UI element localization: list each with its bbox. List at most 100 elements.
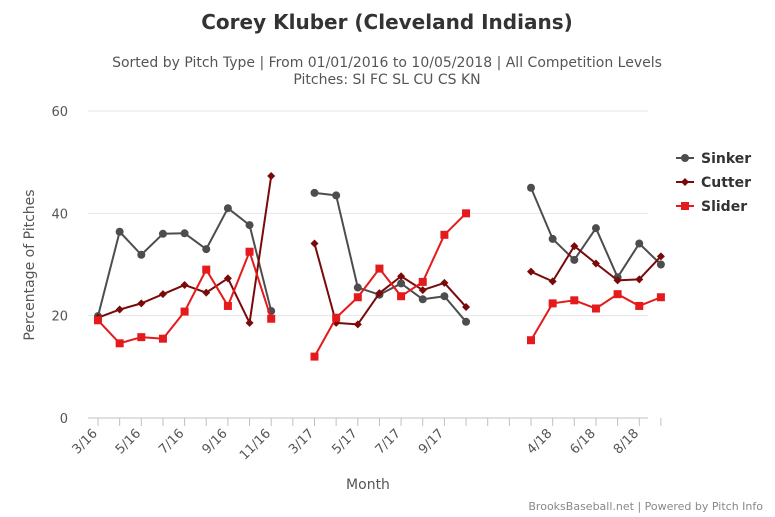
sinker-point[interactable] — [548, 234, 557, 243]
sinker-point[interactable] — [332, 191, 341, 200]
cutter-point[interactable] — [548, 277, 557, 286]
cutter-point[interactable] — [527, 267, 535, 276]
chart-pitches-subtitle: Pitches: SI FC SL CU CS KN — [293, 72, 480, 88]
cutter-point[interactable] — [656, 252, 665, 261]
cutter-point[interactable] — [223, 274, 232, 283]
x-tick-label: 8/18 — [611, 426, 642, 457]
legend-marker[interactable] — [681, 202, 689, 210]
x-tick-label: 5/16 — [113, 426, 144, 457]
cutter-point[interactable] — [310, 239, 319, 248]
sinker-point[interactable] — [418, 295, 427, 304]
slider-point[interactable] — [353, 293, 362, 302]
slider-point[interactable] — [591, 304, 600, 313]
slider-point[interactable] — [635, 301, 644, 310]
slider-point[interactable] — [223, 301, 232, 310]
sinker-point[interactable] — [635, 239, 644, 248]
slider-point[interactable] — [332, 313, 341, 322]
cutter-point[interactable] — [158, 290, 167, 299]
sinker-point[interactable] — [137, 250, 146, 259]
plot-area — [94, 171, 665, 361]
sinker-point[interactable] — [656, 260, 665, 269]
slider-point[interactable] — [527, 336, 535, 345]
slider-point[interactable] — [613, 290, 622, 299]
slider-point[interactable] — [310, 352, 319, 361]
y-tick-label: 0 — [60, 412, 68, 427]
sinker-line — [313, 191, 468, 323]
sinker-point[interactable] — [591, 224, 600, 233]
cutter-point[interactable] — [418, 286, 427, 295]
x-axis-title: Month — [346, 477, 390, 493]
slider-series — [94, 209, 665, 361]
cutter-point[interactable] — [591, 259, 600, 268]
x-tick-label: 7/16 — [156, 426, 187, 457]
sinker-point[interactable] — [115, 227, 124, 236]
slider-point[interactable] — [158, 334, 167, 343]
cutter-point[interactable] — [635, 275, 644, 284]
credits-text[interactable]: BrooksBaseball.net | Powered by Pitch In… — [528, 500, 763, 513]
sinker-point[interactable] — [462, 317, 471, 326]
slider-point[interactable] — [462, 209, 471, 218]
cutter-point[interactable] — [137, 299, 146, 308]
cutter-point[interactable] — [375, 289, 384, 298]
slider-point[interactable] — [440, 230, 449, 239]
cutter-point[interactable] — [440, 278, 449, 287]
sinker-point[interactable] — [570, 255, 579, 264]
legend-item-slider[interactable]: Slider — [676, 199, 747, 215]
slider-point[interactable] — [115, 339, 124, 348]
sinker-point[interactable] — [310, 188, 319, 197]
cutter-point[interactable] — [570, 242, 579, 251]
x-tick-label: 3/17 — [286, 426, 317, 457]
y-tick-label: 40 — [51, 207, 68, 222]
legend-item-sinker[interactable]: Sinker — [676, 151, 751, 167]
slider-point[interactable] — [418, 277, 427, 286]
legend-item-cutter[interactable]: Cutter — [676, 175, 751, 191]
x-tick-label: 6/18 — [568, 426, 599, 457]
slider-point[interactable] — [137, 333, 146, 342]
slider-point[interactable] — [397, 292, 406, 301]
cutter-point[interactable] — [180, 280, 189, 289]
cutter-point[interactable] — [245, 318, 254, 327]
slider-point[interactable] — [375, 264, 384, 273]
y-tick-label: 20 — [51, 310, 68, 325]
slider-line — [97, 250, 273, 345]
cutter-point[interactable] — [202, 288, 211, 297]
x-axis: 3/16 5/16 7/16 9/16 11/16 3/17 5/17 7/17 9/17 4/1… — [70, 418, 662, 463]
slider-point[interactable] — [180, 307, 189, 316]
slider-point[interactable] — [656, 293, 665, 302]
sinker-point[interactable] — [202, 245, 211, 254]
legend-label: Slider — [701, 199, 747, 215]
sinker-point[interactable] — [158, 229, 167, 238]
cutter-line — [97, 174, 273, 324]
sinker-point[interactable] — [353, 283, 362, 292]
cutter-point[interactable] — [462, 302, 471, 311]
sinker-point[interactable] — [223, 204, 232, 213]
legend-marker[interactable] — [681, 178, 689, 186]
x-tick-label: 5/17 — [329, 426, 360, 457]
cutter-point[interactable] — [353, 320, 362, 329]
sinker-point[interactable] — [527, 183, 535, 192]
slider-point[interactable] — [245, 247, 254, 256]
slider-point[interactable] — [202, 265, 211, 274]
sinker-series — [94, 183, 665, 326]
x-tick-label: 3/16 — [70, 426, 101, 457]
slider-point[interactable] — [94, 316, 102, 325]
slider-point[interactable] — [570, 296, 579, 305]
slider-point[interactable] — [267, 314, 276, 323]
x-tick-label: 4/18 — [524, 426, 555, 457]
legend[interactable]: Sinker Cutter Slider — [676, 151, 751, 215]
legend-marker[interactable] — [681, 154, 689, 162]
sinker-point[interactable] — [245, 221, 254, 230]
cutter-point[interactable] — [115, 305, 124, 314]
y-axis-ticks: 0 20 40 60 — [51, 105, 68, 427]
sinker-point[interactable] — [397, 279, 406, 288]
cutter-point[interactable] — [267, 171, 276, 180]
sinker-point[interactable] — [180, 229, 189, 238]
chart-subtitle: Sorted by Pitch Type | From 01/01/2016 t… — [112, 55, 662, 71]
cutter-point[interactable] — [397, 272, 406, 281]
cutter-point[interactable] — [613, 276, 622, 285]
slider-point[interactable] — [548, 299, 557, 308]
x-tick-label: 9/16 — [199, 426, 230, 457]
sinker-point[interactable] — [440, 292, 449, 301]
y-tick-label: 60 — [51, 105, 68, 120]
